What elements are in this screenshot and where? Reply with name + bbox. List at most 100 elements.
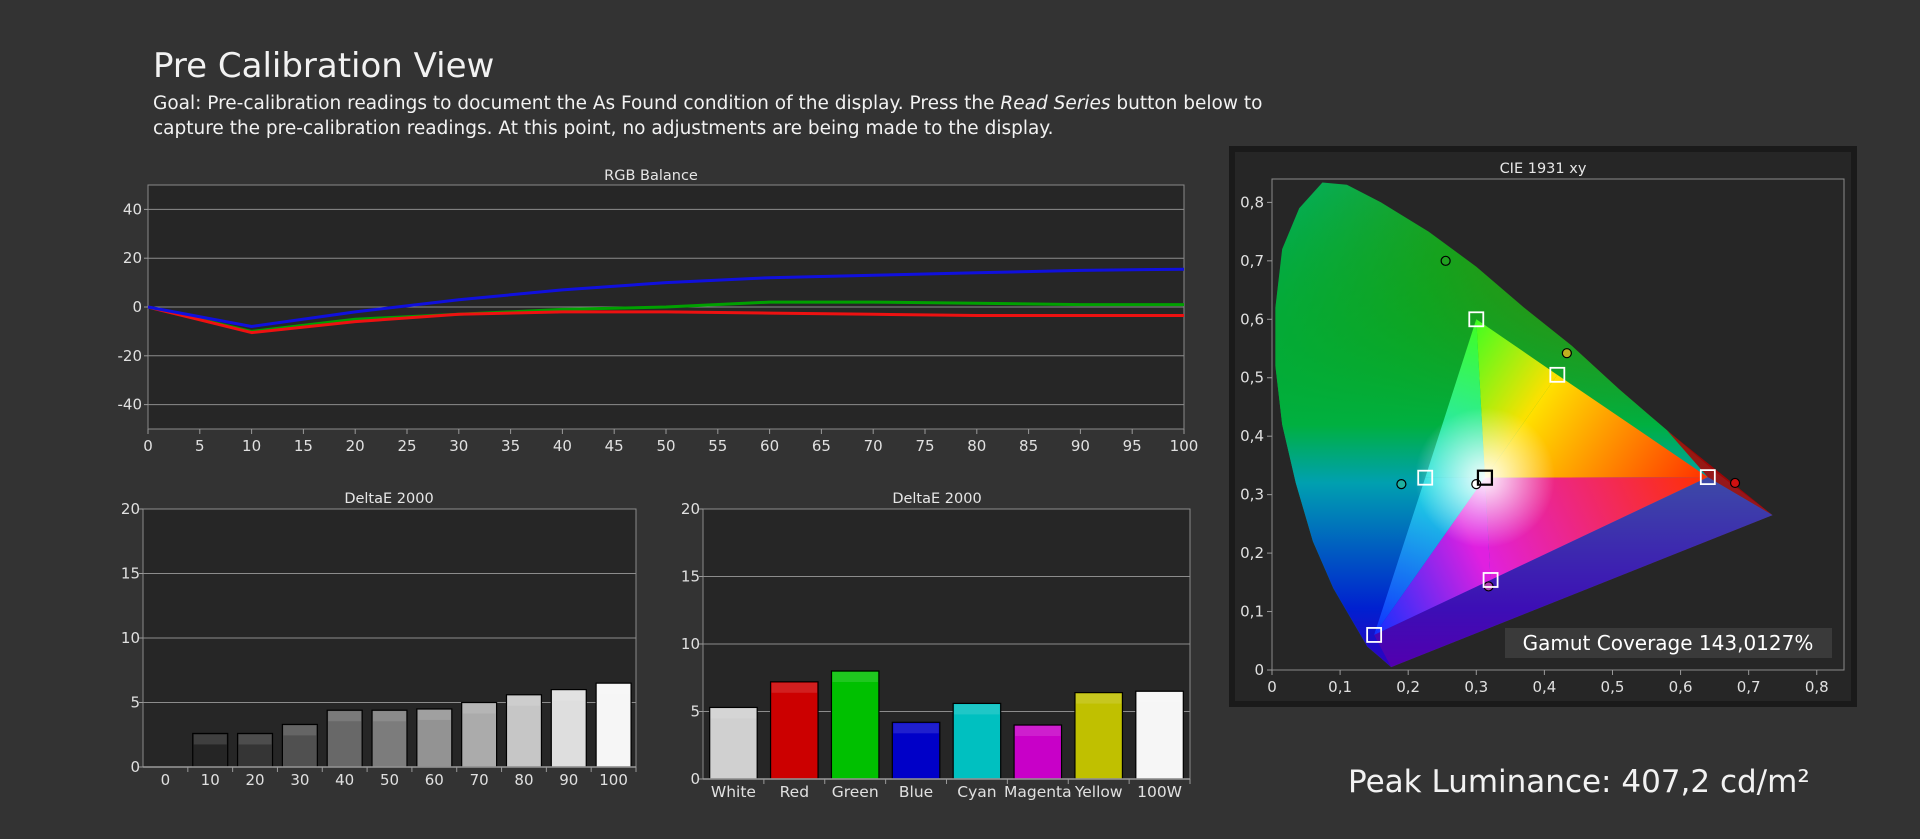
color-bar-red bbox=[769, 681, 819, 780]
color-x-tick-label: Magenta bbox=[1004, 783, 1072, 801]
color-y-tick-label: 15 bbox=[681, 568, 700, 586]
cie-y-tick-label: 0,5 bbox=[1240, 369, 1264, 387]
gray-bar-highlight bbox=[507, 695, 541, 706]
cie-target-marker bbox=[1549, 366, 1566, 383]
gray-bar-60 bbox=[416, 708, 453, 768]
peak-luminance: Peak Luminance: 407,2 cd/m² bbox=[1348, 764, 1810, 800]
red-region bbox=[1666, 430, 1773, 516]
cie-y-tick-label: 0,1 bbox=[1240, 603, 1264, 621]
cie-chart-title: CIE 1931 xy bbox=[1500, 161, 1587, 177]
cie-x-tick-label: 0,4 bbox=[1532, 678, 1556, 696]
rgb-x-tick-label: 5 bbox=[195, 437, 205, 455]
cie-x-tick-label: 0,1 bbox=[1328, 678, 1352, 696]
cie-x-tick-label: 0,8 bbox=[1805, 678, 1829, 696]
rgb-y-tick-label: 40 bbox=[123, 200, 142, 218]
cie-measured-point bbox=[1440, 255, 1451, 266]
rgb-x-tick-label: 55 bbox=[708, 437, 727, 455]
color-bar-highlight bbox=[1136, 692, 1183, 703]
cie-measured-point bbox=[1561, 348, 1572, 359]
rgb-series-line-1 bbox=[147, 305, 1184, 335]
cie-x-tick-label: 0,3 bbox=[1464, 678, 1488, 696]
cie-target-marker bbox=[1699, 469, 1716, 486]
gray-x-tick-label: 40 bbox=[335, 771, 354, 789]
rgb-x-tick-label: 100 bbox=[1170, 437, 1199, 455]
page-title: Pre Calibration View bbox=[153, 46, 495, 86]
gray-bar-highlight bbox=[417, 709, 451, 720]
gray-bar-highlight bbox=[373, 711, 406, 722]
cie-y-tick-label: 0,6 bbox=[1240, 310, 1264, 328]
cie-target-marker bbox=[1366, 627, 1383, 643]
color-x-tick-label: 100W bbox=[1137, 783, 1182, 801]
gray-bar-highlight bbox=[552, 690, 586, 701]
color-bar-white bbox=[709, 706, 758, 780]
deltae-grayscale-chart: DeltaE 2000 0 10 20 30 40 50 60 70 80 90 100201510… bbox=[121, 491, 637, 789]
gray-x-tick-label: 50 bbox=[380, 771, 399, 789]
color-bar-cyan bbox=[952, 702, 1002, 780]
color-bar-highlight bbox=[893, 723, 939, 734]
color-x-tick-label: Blue bbox=[899, 783, 933, 801]
color-bar-highlight bbox=[1075, 693, 1122, 704]
rgb-x-tick-label: 70 bbox=[864, 437, 883, 455]
color-bar-highlight bbox=[710, 708, 757, 719]
cie-target-marker bbox=[1468, 311, 1485, 328]
gray-x-tick-label: 90 bbox=[559, 771, 578, 789]
rgb-x-tick-label: 25 bbox=[397, 437, 416, 455]
goal-text-prefix: Goal: Pre-calibration readings to docume… bbox=[153, 93, 1001, 114]
gray-y-tick-label: 15 bbox=[121, 565, 140, 583]
gray-x-tick-label: 30 bbox=[290, 771, 309, 789]
rgb-x-tick-label: 80 bbox=[967, 437, 986, 455]
rgb-y-tick-label: 0 bbox=[132, 298, 142, 316]
gamut-coverage-label: Gamut Coverage 143,0127% bbox=[1523, 631, 1814, 655]
gray-x-tick-label: 100 bbox=[599, 771, 628, 789]
cie-y-tick-label: 0,7 bbox=[1240, 252, 1264, 270]
gray-bar-highlight bbox=[328, 711, 362, 722]
deltae-color-title: DeltaE 2000 bbox=[892, 491, 981, 507]
cie-x-tick-label: 0,6 bbox=[1669, 678, 1693, 696]
color-bar-highlight bbox=[1015, 726, 1061, 736]
gray-y-tick-label: 20 bbox=[121, 500, 140, 518]
gray-x-tick-label: 80 bbox=[514, 771, 533, 789]
gray-y-tick-label: 0 bbox=[130, 758, 140, 776]
color-bar-100w bbox=[1135, 690, 1184, 780]
deltae-color-chart: DeltaE 2000 White Red Green Blue Cyan Magenta… bbox=[681, 491, 1191, 801]
rgb-x-tick-label: 20 bbox=[346, 437, 365, 455]
deltae-gray-title: DeltaE 2000 bbox=[344, 491, 433, 507]
gray-bar-highlight bbox=[283, 725, 317, 736]
gray-bar-highlight bbox=[462, 703, 496, 714]
color-bar-green bbox=[830, 670, 880, 780]
cie-x-tick-label: 0,5 bbox=[1601, 678, 1625, 696]
gray-x-tick-label: 10 bbox=[201, 771, 220, 789]
color-y-tick-label: 10 bbox=[681, 635, 700, 653]
gray-bar-highlight bbox=[597, 684, 631, 695]
rgb-x-tick-label: 85 bbox=[1019, 437, 1038, 455]
color-bar-blue bbox=[891, 721, 941, 780]
cie-x-tick-label: 0,2 bbox=[1396, 678, 1420, 696]
cie-y-tick-label: 0,8 bbox=[1240, 193, 1264, 211]
white-point-glow bbox=[1414, 407, 1555, 548]
rgb-x-tick-label: 30 bbox=[449, 437, 468, 455]
color-bar-yellow bbox=[1074, 691, 1124, 780]
gray-x-tick-label: 70 bbox=[470, 771, 489, 789]
cie-y-tick-label: 0,2 bbox=[1240, 544, 1264, 562]
cie-measured-point bbox=[1396, 479, 1407, 490]
color-y-tick-label: 0 bbox=[690, 770, 700, 788]
goal-text-suffix: button below to capture the pre-calibrat… bbox=[153, 93, 1263, 139]
color-x-tick-label: White bbox=[711, 783, 756, 801]
cie-x-tick-label: 0 bbox=[1267, 678, 1277, 696]
cie-target-marker bbox=[1476, 469, 1494, 486]
rgb-x-tick-label: 90 bbox=[1071, 437, 1090, 455]
purple-region bbox=[1374, 477, 1773, 668]
gamut-coverage-box bbox=[1505, 628, 1832, 658]
rgb-y-tick-label: 20 bbox=[123, 249, 142, 267]
gray-x-tick-label: 60 bbox=[425, 771, 444, 789]
rgb-x-tick-label: 75 bbox=[915, 437, 934, 455]
rgb-series-line-0 bbox=[147, 300, 1184, 333]
gray-bar-80 bbox=[505, 694, 543, 768]
color-x-tick-label: Red bbox=[780, 783, 809, 801]
color-x-tick-label: Green bbox=[832, 783, 879, 801]
gray-bar-30 bbox=[281, 723, 318, 768]
color-y-tick-label: 20 bbox=[681, 500, 700, 518]
gray-bar-40 bbox=[326, 709, 363, 768]
rgb-x-tick-label: 95 bbox=[1123, 437, 1142, 455]
